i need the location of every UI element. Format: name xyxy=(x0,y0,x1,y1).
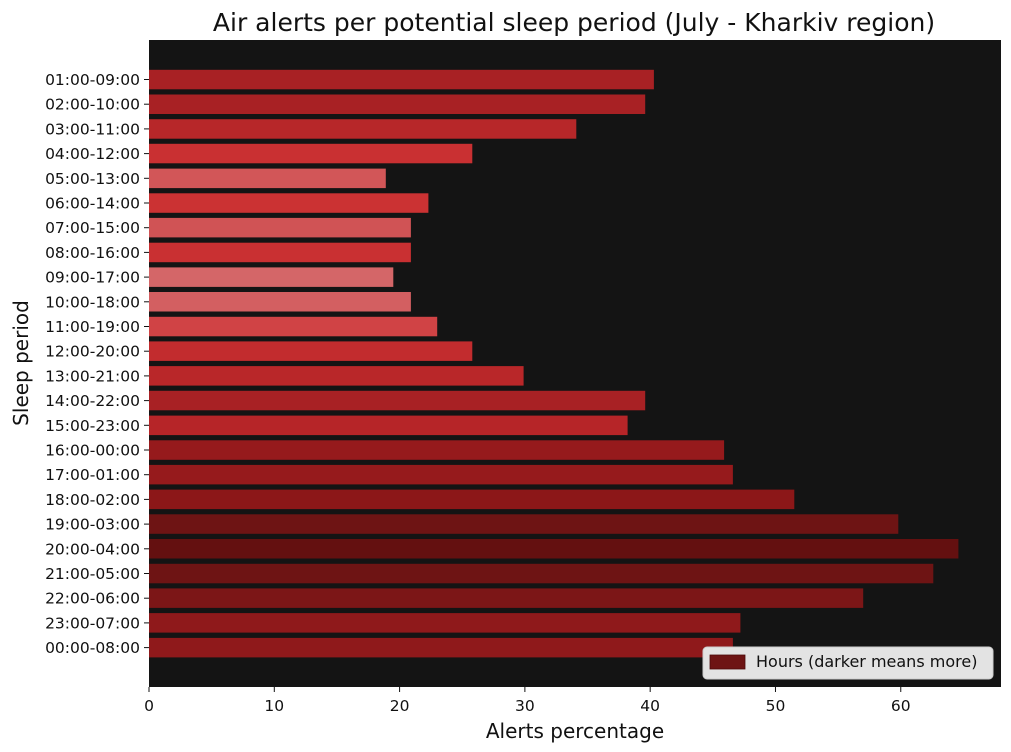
y-tick-label: 06:00-14:00 xyxy=(45,195,140,213)
bar xyxy=(149,464,733,485)
y-axis-label: Sleep period xyxy=(9,300,33,426)
x-tick-label: 60 xyxy=(891,697,911,715)
bar xyxy=(149,217,411,238)
bar xyxy=(149,366,524,386)
legend-box xyxy=(702,646,994,680)
bar xyxy=(149,390,646,411)
y-tick-label: 15:00-23:00 xyxy=(45,417,140,435)
y-tick-label: 18:00-02:00 xyxy=(45,491,140,509)
y-tick-label: 02:00-10:00 xyxy=(45,96,140,114)
y-tick-label: 07:00-15:00 xyxy=(45,219,140,237)
bar xyxy=(149,143,473,164)
y-tick-label: 19:00-03:00 xyxy=(45,516,140,534)
y-tick-label: 04:00-12:00 xyxy=(45,145,140,163)
y-tick-label: 01:00-09:00 xyxy=(45,71,140,89)
x-tick-label: 0 xyxy=(144,697,154,715)
y-tick-label: 21:00-05:00 xyxy=(45,565,140,583)
bar xyxy=(149,588,864,608)
legend-label: Hours (darker means more) xyxy=(756,652,977,671)
bar xyxy=(149,341,473,361)
x-tick-label: 30 xyxy=(515,697,535,715)
y-tick-label: 16:00-00:00 xyxy=(45,442,140,460)
legend-swatch xyxy=(709,654,746,670)
y-tick-label: 08:00-16:00 xyxy=(45,244,140,262)
y-tick-label: 17:00-01:00 xyxy=(45,466,140,484)
bar xyxy=(149,69,654,90)
bar xyxy=(149,539,959,559)
bar xyxy=(149,489,795,510)
bar xyxy=(149,637,733,658)
bar xyxy=(149,242,411,263)
bar xyxy=(149,94,646,114)
y-tick-label: 09:00-17:00 xyxy=(45,269,140,287)
x-tick-label: 10 xyxy=(264,697,284,715)
y-tick-labels: 01:00-09:00 02:00-10:00 03:00-11:00 04:00-1… xyxy=(45,71,149,657)
bar xyxy=(149,119,577,139)
x-axis-label: Alerts percentage xyxy=(486,719,664,743)
bar xyxy=(149,267,394,287)
bar xyxy=(149,613,741,633)
y-tick-label: 00:00-08:00 xyxy=(45,639,140,657)
y-tick-label: 12:00-20:00 xyxy=(45,343,140,361)
bars-group xyxy=(149,69,959,658)
legend: Hours (darker means more) xyxy=(702,646,994,680)
x-tick-label: 20 xyxy=(390,697,410,715)
bar xyxy=(149,292,411,312)
bar xyxy=(149,514,899,534)
y-tick-label: 22:00-06:00 xyxy=(45,590,140,608)
bar xyxy=(149,193,429,213)
chart-title: Air alerts per potential sleep period (J… xyxy=(213,8,935,37)
y-tick-label: 20:00-04:00 xyxy=(45,540,140,558)
y-tick-label: 23:00-07:00 xyxy=(45,614,140,632)
bar xyxy=(149,563,934,584)
y-tick-label: 10:00-18:00 xyxy=(45,293,140,311)
y-tick-label: 13:00-21:00 xyxy=(45,367,140,385)
x-tick-label: 40 xyxy=(640,697,660,715)
bar xyxy=(149,316,438,337)
y-tick-label: 05:00-13:00 xyxy=(45,170,140,188)
bar xyxy=(149,168,386,189)
y-tick-label: 11:00-19:00 xyxy=(45,318,140,336)
bar xyxy=(149,415,628,436)
x-tick-labels: 0 10 20 30 40 50 60 xyxy=(144,687,911,715)
x-tick-label: 50 xyxy=(766,697,786,715)
bar xyxy=(149,440,725,460)
y-tick-label: 14:00-22:00 xyxy=(45,392,140,410)
y-tick-label: 03:00-11:00 xyxy=(45,120,140,138)
